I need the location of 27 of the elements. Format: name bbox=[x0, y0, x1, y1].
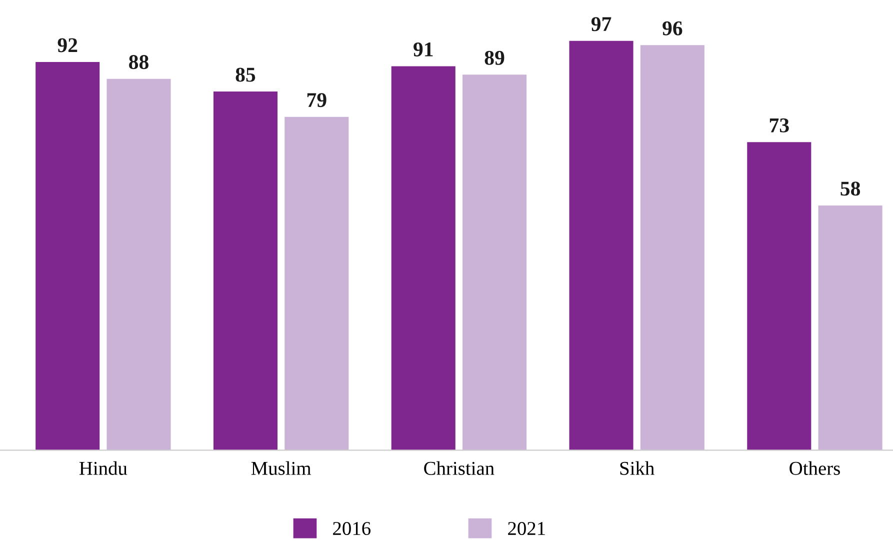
x-tick-label: Hindu bbox=[79, 461, 128, 475]
bar bbox=[569, 40, 634, 450]
bar bbox=[213, 92, 278, 450]
data-label: 88 bbox=[129, 55, 148, 70]
bar bbox=[36, 62, 100, 450]
bar bbox=[747, 142, 812, 450]
x-tick-label: Sikh bbox=[620, 461, 654, 475]
x-tick-label: Christian bbox=[424, 461, 494, 475]
data-label: 58 bbox=[840, 182, 860, 196]
data-label: 73 bbox=[770, 118, 789, 132]
data-label: 91 bbox=[414, 42, 433, 56]
legend-label: 2016 bbox=[333, 522, 371, 536]
data-label: 92 bbox=[58, 38, 78, 52]
bar bbox=[640, 45, 704, 450]
data-label: 79 bbox=[307, 93, 326, 108]
bar bbox=[818, 205, 882, 450]
bar bbox=[462, 74, 527, 450]
data-label: 85 bbox=[236, 68, 256, 82]
data-label: 89 bbox=[484, 50, 504, 65]
bar bbox=[284, 116, 349, 450]
bar bbox=[106, 78, 171, 450]
x-tick-label: Muslim bbox=[251, 461, 312, 475]
data-label: 96 bbox=[662, 21, 682, 36]
x-tick-label: Others bbox=[790, 461, 840, 475]
data-label: 97 bbox=[591, 17, 612, 32]
legend-label: 2021 bbox=[508, 522, 545, 536]
bar bbox=[391, 66, 456, 450]
